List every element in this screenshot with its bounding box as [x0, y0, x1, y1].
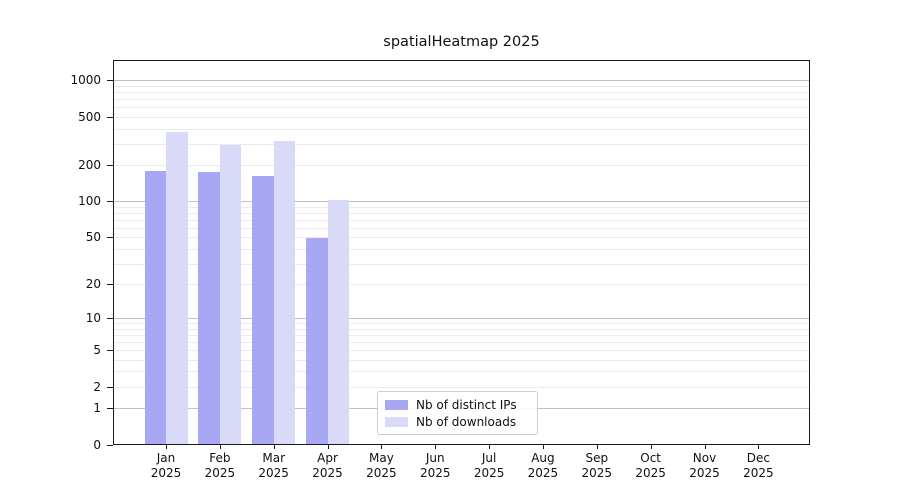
x-tick-mark-feb [219, 445, 221, 449]
gridline-600 [113, 107, 810, 109]
gridline-4 [113, 359, 810, 361]
x-tick-mark-nov [704, 445, 706, 449]
x-tick-mark-may [381, 445, 383, 449]
gridline-80 [113, 212, 810, 214]
y-tick-mark-0 [107, 444, 113, 446]
plot-area [113, 60, 810, 445]
y-tick-mark-1000 [107, 80, 113, 82]
legend: Nb of distinct IPs Nb of downloads [377, 391, 538, 435]
gridline-2 [113, 386, 810, 388]
gridline-90 [113, 206, 810, 208]
x-tick-label-dec: Dec 2025 [743, 451, 774, 480]
x-tick-label-jul: Jul 2025 [473, 451, 505, 480]
y-tick-mark-20 [107, 284, 113, 286]
gridline-900 [113, 86, 810, 87]
x-tick-label-jun: Jun 2025 [419, 451, 451, 480]
y-tick-label-5: 5 [93, 343, 101, 358]
x-tick-label-nov: Nov 2025 [689, 451, 720, 480]
y-tick-mark-1 [107, 407, 113, 409]
x-tick-mark-jun [435, 445, 437, 449]
y-tick-mark-2 [107, 386, 113, 388]
bar-distinct-ips-jan [144, 171, 166, 444]
legend-swatch-downloads [385, 416, 408, 427]
plot-spine-bottom [113, 444, 810, 445]
bar-distinct-ips-apr [306, 237, 328, 444]
legend-swatch-distinct-ips [385, 399, 408, 410]
gridline-400 [113, 128, 810, 130]
y-tick-label-20: 20 [85, 277, 101, 292]
gridline-200 [113, 165, 810, 167]
gridline-60 [113, 227, 810, 229]
bar-downloads-jan [166, 132, 188, 444]
plot-spine-left [113, 60, 114, 445]
gridline-7 [113, 334, 810, 336]
gridline-70 [113, 219, 810, 221]
gridline-5 [113, 350, 810, 352]
y-tick-mark-500 [107, 116, 113, 118]
x-tick-mark-mar [273, 445, 275, 449]
y-tick-mark-5 [107, 350, 113, 352]
y-tick-label-500: 500 [78, 109, 101, 124]
legend-entry-downloads: Nb of downloads [385, 413, 529, 430]
x-tick-label-aug: Aug 2025 [527, 451, 559, 480]
x-tick-label-apr: Apr 2025 [312, 451, 343, 480]
y-tick-label-10: 10 [85, 311, 101, 326]
bar-downloads-mar [273, 141, 296, 444]
gridline-3 [113, 371, 810, 373]
y-tick-label-2: 2 [93, 379, 101, 394]
legend-label-downloads: Nb of downloads [416, 414, 517, 429]
y-tick-label-50: 50 [85, 230, 101, 245]
x-tick-mark-apr [327, 445, 329, 449]
bar-distinct-ips-feb [198, 171, 220, 444]
gridline-500 [113, 116, 810, 118]
x-tick-label-sep: Sep 2025 [581, 451, 613, 480]
x-tick-label-jan: Jan 2025 [150, 451, 182, 480]
chart-title: spatialHeatmap 2025 [383, 34, 540, 50]
y-tick-label-1000: 1000 [70, 73, 101, 88]
x-tick-mark-oct [650, 445, 652, 449]
x-tick-mark-jan [166, 445, 167, 449]
gridline-6 [113, 341, 810, 343]
x-tick-label-oct: Oct 2025 [635, 451, 666, 480]
gridline-1000 [113, 80, 810, 82]
bar-distinct-ips-mar [252, 176, 274, 444]
gridline-100 [113, 201, 810, 203]
y-tick-mark-10 [107, 318, 113, 320]
y-tick-label-0: 0 [93, 437, 101, 452]
gridline-30 [113, 263, 810, 265]
gridline-50 [113, 237, 810, 239]
gridline-9 [113, 323, 810, 325]
plot-spine-right [809, 60, 810, 445]
x-tick-label-feb: Feb 2025 [204, 451, 236, 480]
gridline-20 [113, 284, 810, 286]
gridline-8 [113, 328, 810, 330]
y-tick-mark-200 [107, 165, 113, 167]
bar-downloads-feb [219, 144, 242, 444]
plot-spine-top [113, 60, 810, 61]
bar-downloads-apr [327, 200, 350, 444]
y-tick-label-200: 200 [78, 158, 101, 173]
gridline-40 [113, 248, 810, 250]
x-tick-mark-dec [758, 445, 760, 449]
y-tick-mark-100 [107, 201, 113, 203]
legend-entry-distinct-ips: Nb of distinct IPs [385, 396, 529, 413]
y-tick-mark-50 [107, 237, 113, 239]
x-tick-mark-sep [596, 445, 598, 449]
x-tick-mark-jul [489, 445, 491, 449]
y-tick-label-1: 1 [93, 400, 101, 415]
x-tick-mark-aug [542, 445, 544, 449]
gridline-800 [113, 92, 810, 94]
gridline-300 [113, 143, 810, 145]
y-tick-label-100: 100 [78, 194, 101, 209]
gridline-10 [113, 318, 810, 320]
x-tick-label-may: May 2025 [366, 451, 397, 480]
x-tick-label-mar: Mar 2025 [258, 451, 289, 480]
legend-label-distinct-ips: Nb of distinct IPs [416, 397, 517, 412]
gridline-700 [113, 99, 810, 101]
